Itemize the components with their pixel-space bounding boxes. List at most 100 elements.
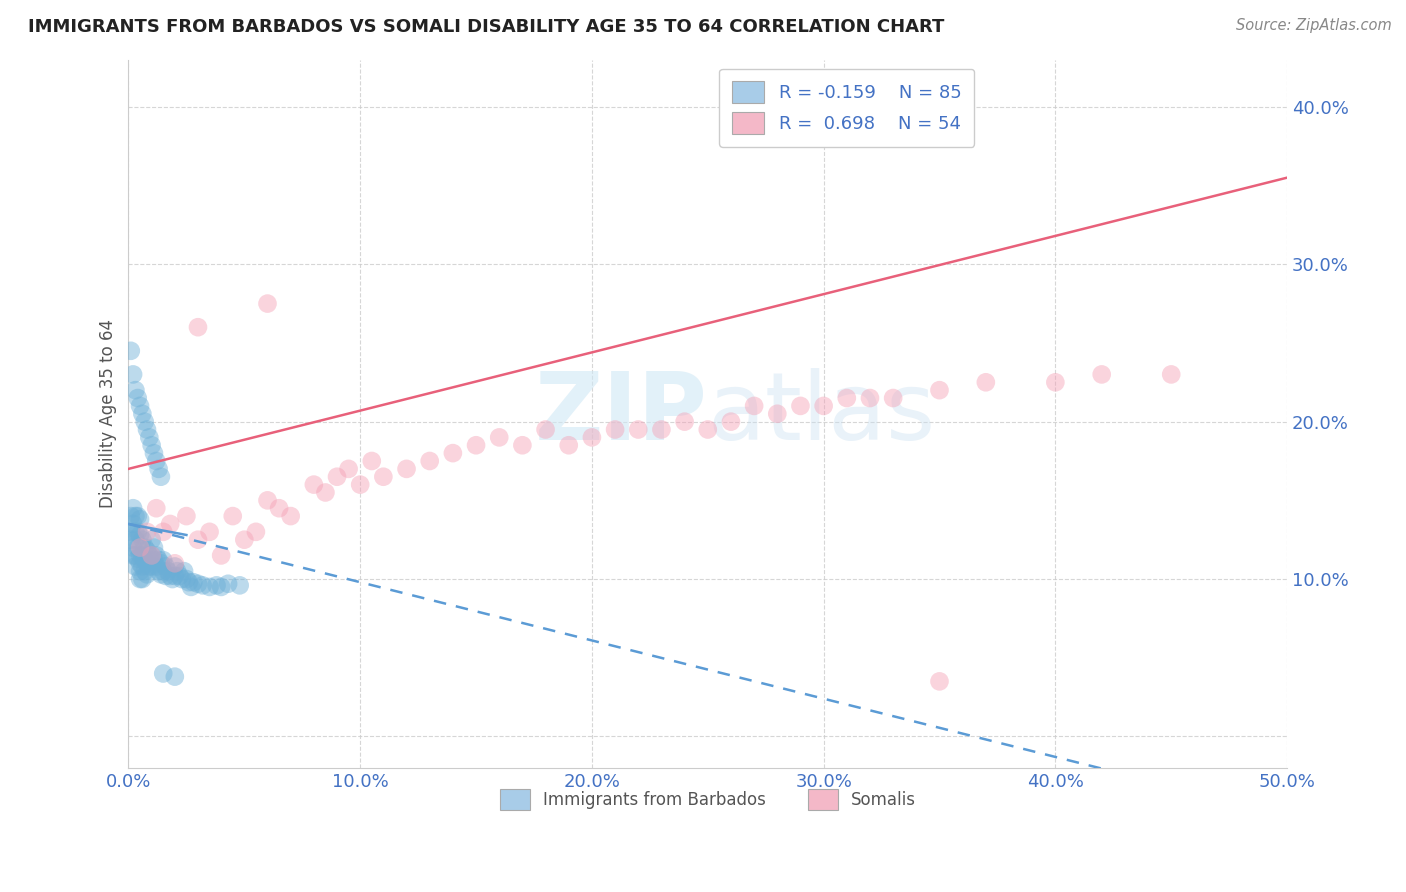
Point [131,559,153,574]
Point [173,564,195,578]
Point [134,564,156,578]
Point [120,533,142,547]
Point [152,553,174,567]
Point [337,462,360,476]
Text: IMMIGRANTS FROM BARBADOS VS SOMALI DISABILITY AGE 35 TO 64 CORRELATION CHART: IMMIGRANTS FROM BARBADOS VS SOMALI DISAB… [28,18,945,36]
Point [127,391,149,405]
Point [122,368,145,382]
Point [789,399,811,413]
Point [419,454,441,468]
Point [141,533,163,547]
Point [534,423,557,437]
Point [148,553,170,567]
Point [395,462,418,476]
Point [198,580,221,594]
Point [1045,376,1067,390]
Point [228,578,250,592]
Point [302,477,325,491]
Point [127,524,149,539]
Point [488,430,510,444]
Point [882,391,904,405]
Point [650,423,672,437]
Point [581,430,603,444]
Point [131,572,153,586]
Point [152,564,174,578]
Point [163,670,186,684]
Point [159,516,181,531]
Point [512,438,534,452]
Point [835,391,858,405]
Point [156,564,179,578]
Point [766,407,789,421]
Point [1160,368,1182,382]
Point [169,569,191,583]
Point [131,533,153,547]
Point [183,575,205,590]
Point [124,533,146,547]
Point [141,549,163,563]
Point [136,567,159,582]
Point [152,524,174,539]
Point [138,430,160,444]
Point [155,559,177,574]
Point [134,553,156,567]
Point [149,557,172,571]
Point [141,549,163,563]
Point [129,572,152,586]
Point [122,501,145,516]
Point [127,509,149,524]
Point [163,569,186,583]
Point [129,549,152,563]
Point [233,533,256,547]
Point [129,557,152,571]
Point [159,569,181,583]
Point [131,549,153,563]
Point [162,572,184,586]
Point [326,469,349,483]
Point [373,469,395,483]
Point [349,477,371,491]
Point [145,501,167,516]
Point [245,524,267,539]
Point [163,559,186,574]
Point [149,567,172,582]
Point [217,576,239,591]
Point [129,399,152,413]
Point [124,524,146,539]
Point [143,553,166,567]
Point [134,415,156,429]
Point [720,415,742,429]
Point [129,512,152,526]
Point [280,509,302,524]
Point [1091,368,1114,382]
Point [129,564,152,578]
Point [134,541,156,555]
Point [166,564,188,578]
Point [122,541,145,555]
Point [122,516,145,531]
Point [152,666,174,681]
Point [129,528,152,542]
Point [177,575,200,590]
Point [136,423,159,437]
Point [205,578,228,592]
Text: atlas: atlas [707,368,936,459]
Point [222,509,245,524]
Point [124,383,146,397]
Point [149,469,172,483]
Point [928,383,950,397]
Point [673,415,696,429]
Point [138,559,160,574]
Text: Source: ZipAtlas.com: Source: ZipAtlas.com [1236,18,1392,33]
Point [136,557,159,571]
Point [145,549,167,563]
Point [138,549,160,563]
Point [696,423,718,437]
Point [187,533,209,547]
Point [813,399,835,413]
Point [148,462,170,476]
Point [120,524,142,539]
Point [974,376,997,390]
Point [124,549,146,563]
Point [603,423,626,437]
